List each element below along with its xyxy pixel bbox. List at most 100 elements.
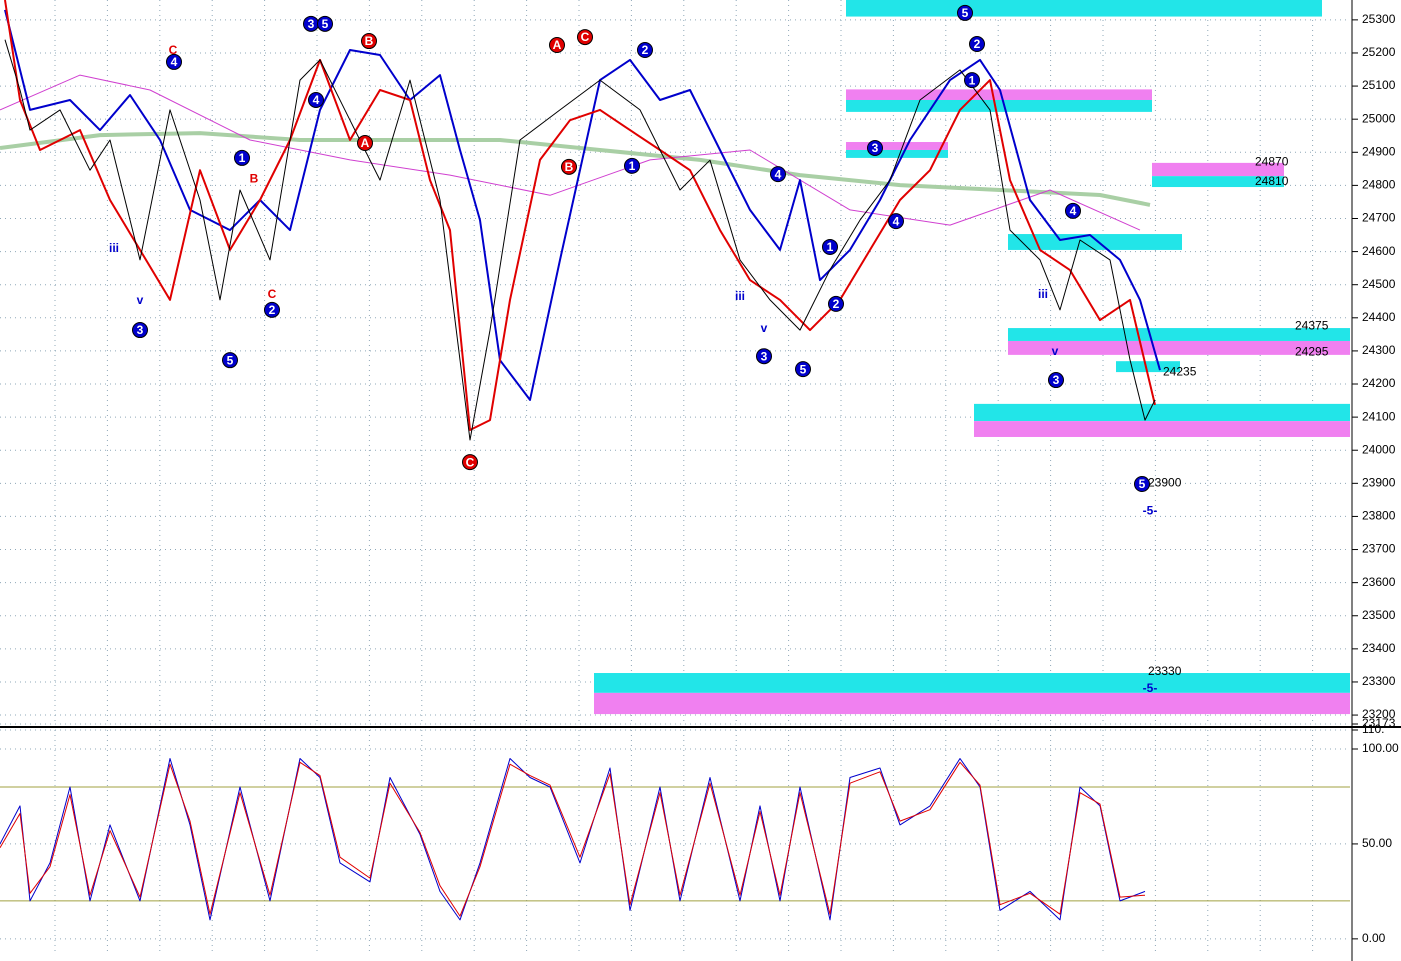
zone [1008, 328, 1350, 341]
wave-label: 4 [893, 214, 900, 228]
wave-label: B [565, 160, 574, 174]
wave-circle [957, 4, 973, 21]
wave-label: A [361, 136, 370, 150]
series-line [0, 758, 1146, 921]
wave-circle [561, 158, 577, 175]
wave-label: 1 [239, 151, 246, 165]
wave-circle [969, 36, 985, 53]
wave-label: A [553, 38, 562, 52]
wave-label: 2 [833, 297, 840, 311]
wave-circle [234, 149, 250, 166]
wave-label: 4 [1070, 204, 1077, 218]
wave-circle [1065, 202, 1081, 219]
zone [594, 673, 1350, 693]
zone [846, 142, 948, 150]
y-tick-label: 0.00 [1362, 931, 1386, 945]
wave-circle [1048, 372, 1064, 389]
wave-label: B [250, 171, 259, 185]
wave-label: -5- [1143, 503, 1158, 517]
wave-label: 3 [1053, 373, 1060, 387]
wave-label: 4 [313, 93, 320, 107]
level-label: 24810 [1255, 174, 1289, 188]
wave-circle [1134, 475, 1150, 492]
y-tick-label: 24600 [1362, 244, 1396, 258]
wave-circle [462, 454, 478, 471]
wave-circle [828, 295, 844, 312]
y-tick-label: 25000 [1362, 111, 1396, 125]
y-tick-label: 25300 [1362, 12, 1396, 26]
y-tick-label: 24100 [1362, 409, 1396, 423]
wave-label: 3 [308, 17, 315, 31]
wave-label: iii [109, 241, 119, 255]
y-tick-label: 23200 [1362, 707, 1396, 721]
y-tick-label: 24800 [1362, 178, 1396, 192]
wave-circle [637, 41, 653, 58]
y-tick-label: 24000 [1362, 442, 1396, 456]
wave-label: 2 [269, 303, 276, 317]
wave-circle [166, 53, 182, 70]
zone [974, 421, 1350, 437]
y-tick-label: 110. [1362, 722, 1384, 736]
y-tick-label: 24300 [1362, 343, 1396, 357]
wave-label: 3 [137, 323, 144, 337]
y-tick-label: 23700 [1362, 542, 1396, 556]
zone [1008, 340, 1350, 355]
wave-circle [822, 238, 838, 255]
zone [1152, 176, 1284, 188]
wave-label: 1 [629, 159, 636, 173]
y-tick-label: 24500 [1362, 277, 1396, 291]
y-tick-label: 24700 [1362, 211, 1396, 225]
wave-label: 5 [962, 6, 969, 20]
wave-label: v [137, 293, 144, 307]
wave-label: iii [735, 289, 745, 303]
zone [594, 692, 1350, 715]
wave-label: C [169, 43, 178, 57]
wave-circle [317, 15, 333, 32]
zone [846, 0, 1322, 17]
wave-label: 2 [642, 43, 649, 57]
zone [846, 99, 1152, 112]
series-line [4, 0, 1156, 431]
wave-circle [888, 213, 904, 230]
y-tick-label: 23900 [1362, 476, 1396, 490]
zone [1008, 234, 1182, 250]
wave-label: B [365, 34, 374, 48]
wave-label: 4 [775, 167, 782, 181]
series-line [0, 74, 1141, 231]
level-label: 23330 [1148, 664, 1182, 678]
wave-label: 5 [227, 353, 234, 367]
wave-label: C [466, 455, 475, 469]
zone [1116, 361, 1180, 373]
wave-circle [795, 361, 811, 378]
level-label: 24375 [1295, 318, 1329, 332]
wave-label: 5 [322, 17, 329, 31]
y-tick-label: 23173 [1362, 716, 1396, 730]
y-tick-label: 24400 [1362, 310, 1396, 324]
y-tick-label: 23300 [1362, 674, 1396, 688]
wave-label: 5 [1139, 477, 1146, 491]
level-label: 23900 [1148, 476, 1182, 490]
zone [974, 403, 1350, 422]
wave-label: 2 [974, 37, 981, 51]
zone [846, 149, 948, 158]
y-tick-label: 24900 [1362, 144, 1396, 158]
y-tick-label: 23400 [1362, 641, 1396, 655]
y-tick-label: 25200 [1362, 45, 1396, 59]
wave-label: -5- [1143, 681, 1158, 695]
wave-label: v [761, 321, 768, 335]
wave-label: C [581, 30, 590, 44]
wave-circle [770, 166, 786, 183]
wave-circle [964, 72, 980, 89]
y-tick-label: 100.00 [1362, 741, 1399, 755]
wave-label: 3 [761, 349, 768, 363]
series-line [0, 761, 1146, 917]
y-tick-label: 24200 [1362, 376, 1396, 390]
wave-circle [357, 135, 373, 152]
zone [1152, 162, 1284, 177]
wave-circle [549, 37, 565, 54]
y-tick-label: 23600 [1362, 575, 1396, 589]
wave-circle [222, 352, 238, 369]
wave-circle [264, 301, 280, 318]
y-tick-label: 23500 [1362, 608, 1396, 622]
